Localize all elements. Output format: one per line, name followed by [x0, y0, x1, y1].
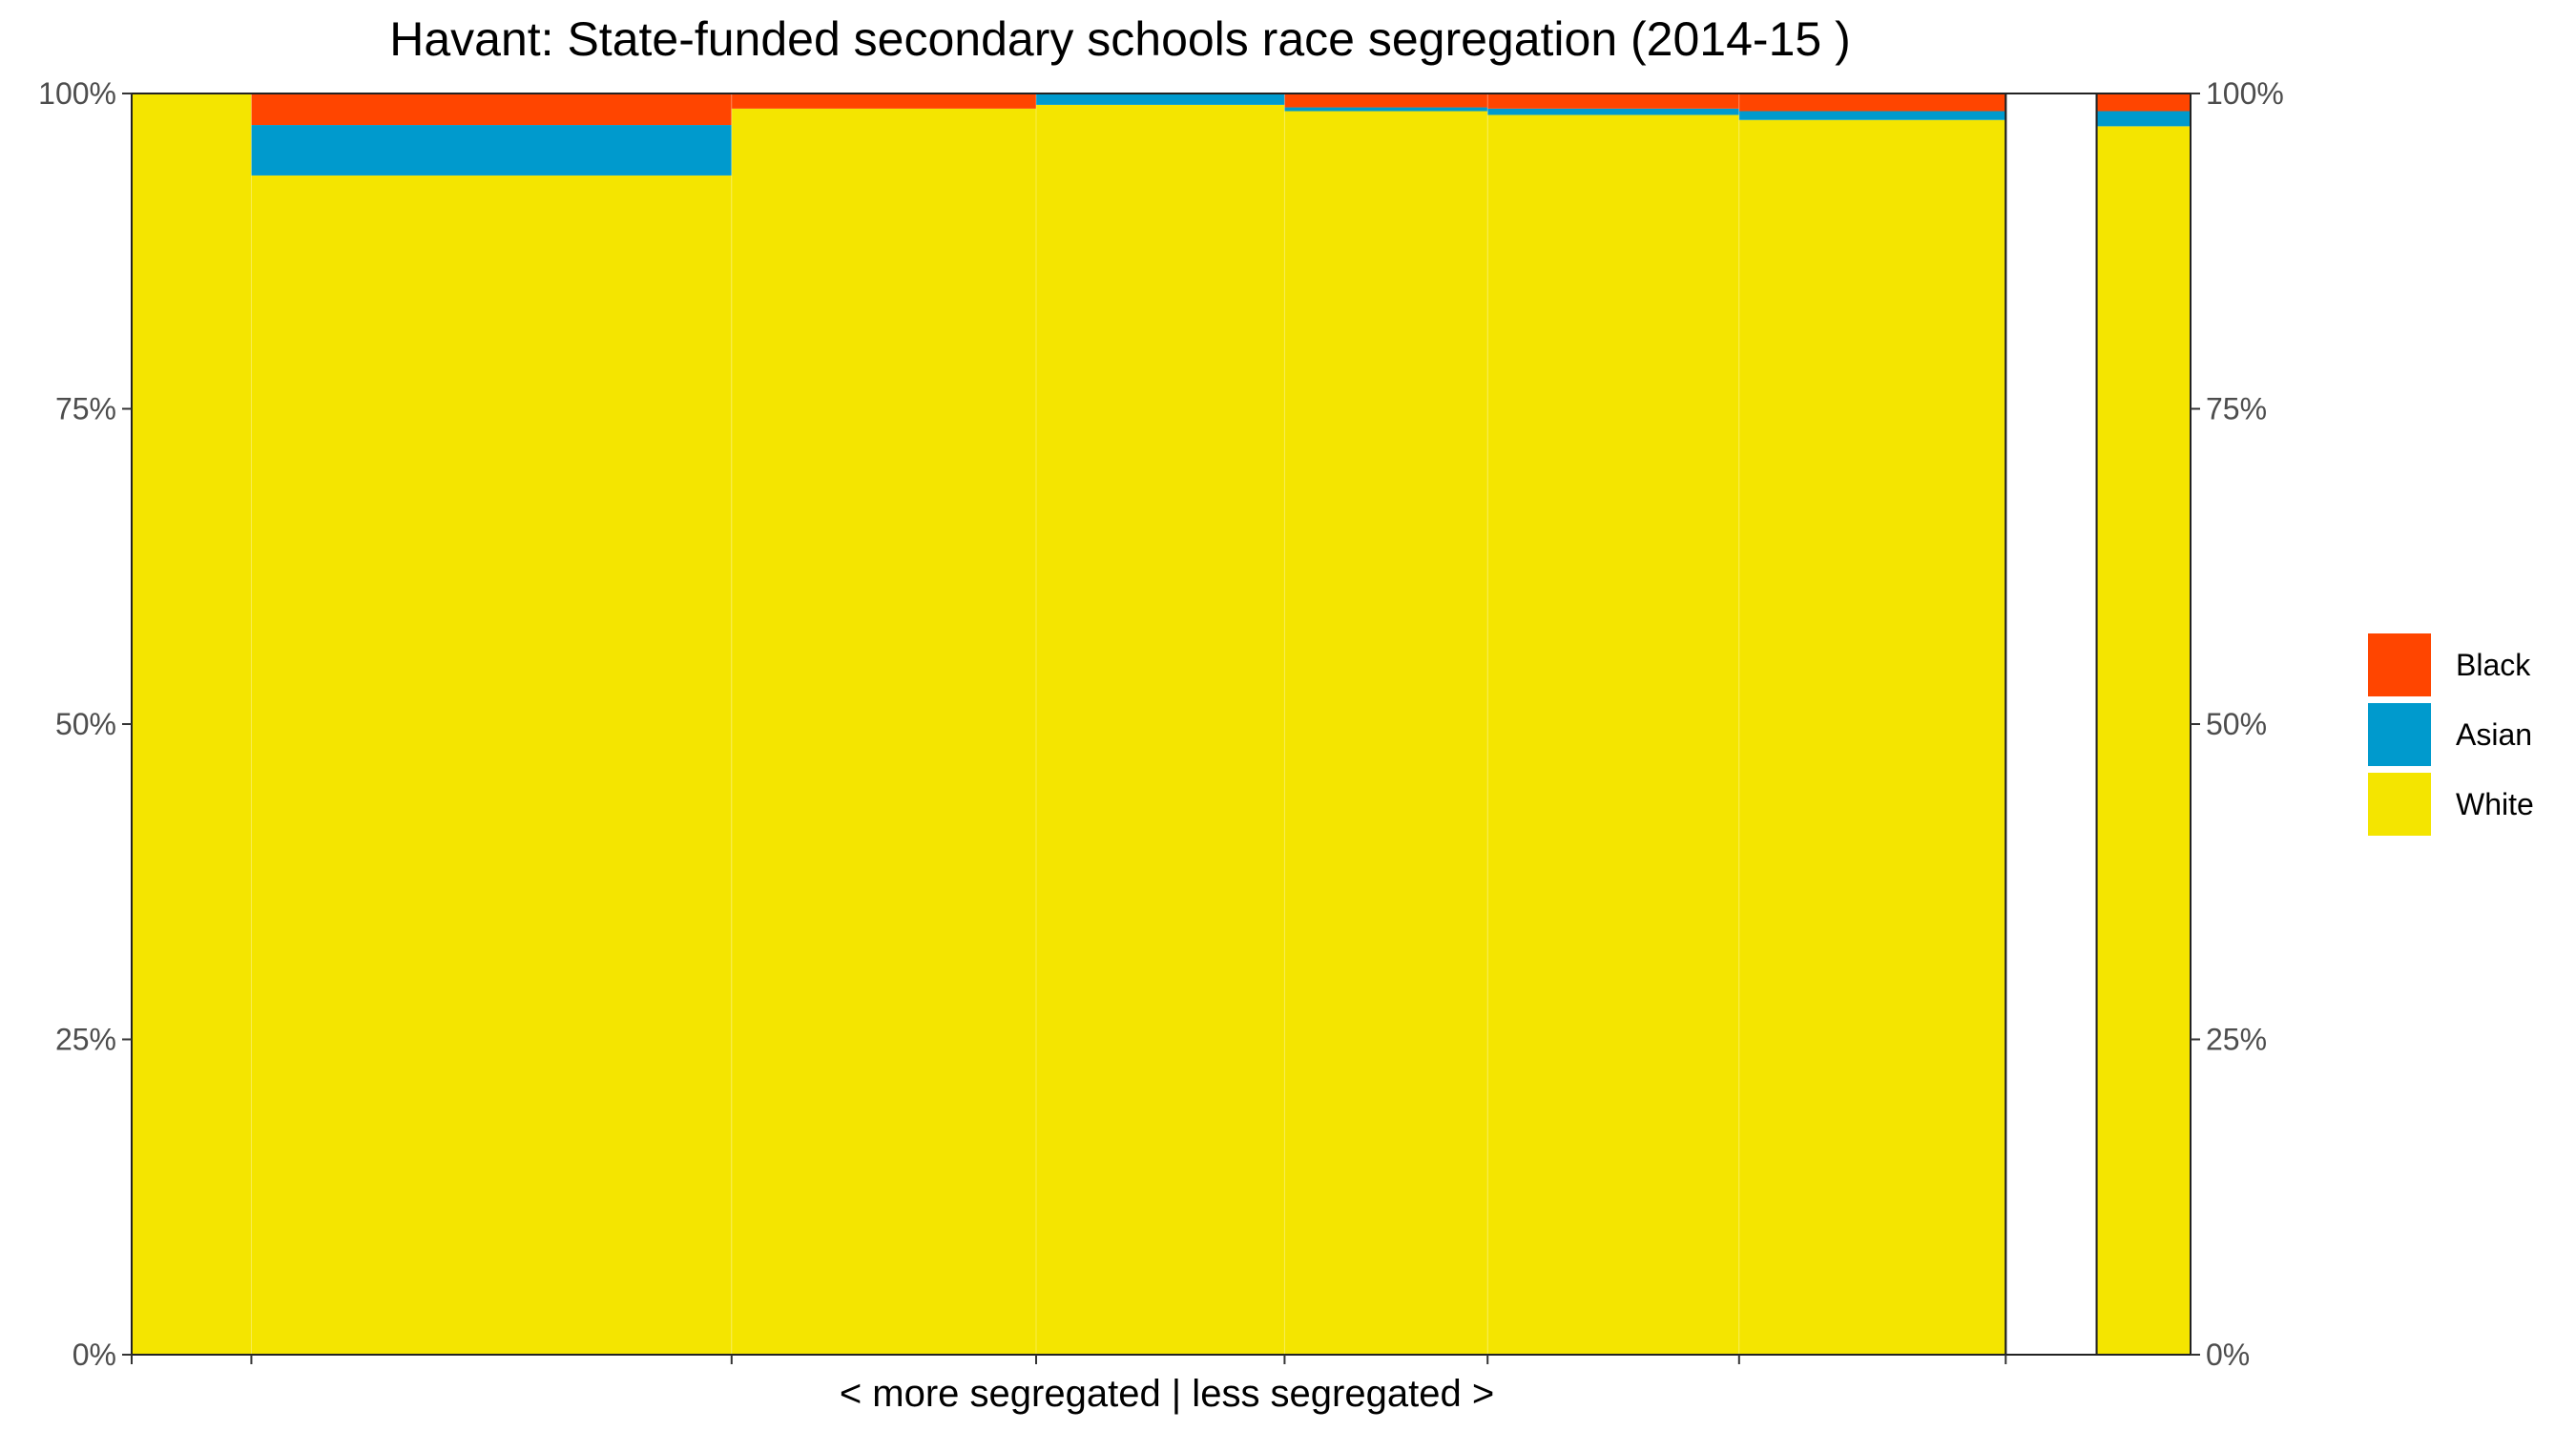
total-bar-black-segment	[2096, 93, 2191, 112]
y-tick-label-right: 100%	[2206, 76, 2284, 111]
legend-label-asian: Asian	[2456, 717, 2532, 752]
legend: Black Asian White	[2368, 633, 2534, 836]
y-axis-right: 0% 25% 50% 75% 100%	[2191, 76, 2284, 1372]
school-2-black-segment	[251, 93, 732, 126]
y-tick-label-right: 25%	[2206, 1023, 2267, 1057]
y-tick-label-right: 0%	[2206, 1338, 2250, 1372]
school-7-black-segment	[1738, 93, 2006, 112]
y-tick-label-right: 75%	[2206, 392, 2267, 426]
school-3-black-segment	[731, 93, 1036, 109]
y-tick-label-left: 25%	[55, 1023, 116, 1057]
y-tick-label-left: 100%	[38, 76, 116, 111]
legend-label-white: White	[2456, 787, 2534, 821]
chart-title: Havant: State-funded secondary schools r…	[389, 12, 1850, 66]
total-bar-asian-segment	[2096, 111, 2191, 127]
legend-key-asian	[2368, 703, 2431, 766]
school-6-white-segment	[1487, 114, 1739, 1355]
y-tick-label-left: 0%	[73, 1338, 116, 1372]
y-tick-label-left: 75%	[55, 392, 116, 426]
x-axis-title: < more segregated | less segregated >	[840, 1373, 1494, 1415]
y-axis-left: 0% 25% 50% 75% 100%	[38, 76, 132, 1372]
school-2-white-segment	[251, 175, 732, 1356]
school-2-asian-segment	[251, 125, 732, 176]
school-5-white-segment	[1284, 111, 1488, 1355]
gap-panel-border	[2005, 93, 2098, 1356]
x-axis	[131, 1355, 2007, 1364]
legend-key-white	[2368, 773, 2431, 836]
school-4-asian-segment	[1035, 93, 1285, 105]
school-6-asian-segment	[1487, 108, 1739, 115]
legend-key-black	[2368, 633, 2431, 696]
legend-label-black: Black	[2456, 648, 2531, 682]
y-tick-label-left: 50%	[55, 707, 116, 741]
y-tick-label-right: 50%	[2206, 707, 2267, 741]
bars-group	[131, 93, 2192, 1356]
school-5-black-segment	[1284, 93, 1488, 108]
school-5-asian-segment	[1284, 107, 1488, 112]
school-7-white-segment	[1738, 119, 2006, 1356]
school-3-white-segment	[731, 108, 1036, 1355]
school-4-white-segment	[1035, 104, 1285, 1356]
school-6-black-segment	[1487, 93, 1739, 109]
school-7-asian-segment	[1738, 111, 2006, 120]
total-bar-white-segment	[2096, 126, 2191, 1356]
school-1-white-segment	[132, 93, 252, 1355]
